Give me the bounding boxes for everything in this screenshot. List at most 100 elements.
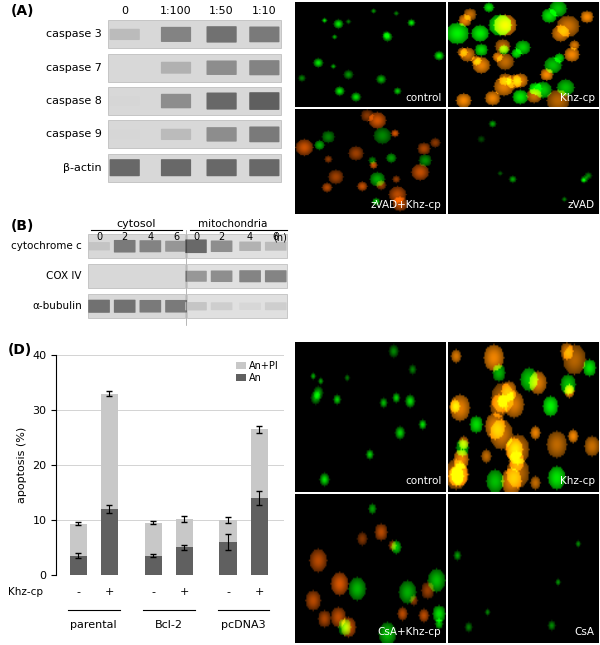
Text: 6: 6 xyxy=(272,232,279,243)
Text: 6: 6 xyxy=(173,232,179,243)
Text: 2: 2 xyxy=(218,232,225,243)
FancyBboxPatch shape xyxy=(187,294,287,318)
Text: 1:50: 1:50 xyxy=(209,6,234,17)
Text: 0: 0 xyxy=(193,232,199,243)
Text: parental: parental xyxy=(70,620,117,630)
Text: -: - xyxy=(226,586,230,597)
FancyBboxPatch shape xyxy=(165,300,187,313)
Text: (h): (h) xyxy=(273,232,287,243)
Bar xyxy=(145,555,162,575)
Text: CsA+Khz-cp: CsA+Khz-cp xyxy=(378,628,442,637)
FancyBboxPatch shape xyxy=(88,242,110,250)
FancyBboxPatch shape xyxy=(249,60,280,75)
FancyBboxPatch shape xyxy=(88,300,110,313)
Bar xyxy=(101,393,118,509)
FancyBboxPatch shape xyxy=(107,54,281,82)
Text: Khz-cp: Khz-cp xyxy=(8,586,43,597)
Text: mitochondria: mitochondria xyxy=(199,219,268,229)
FancyBboxPatch shape xyxy=(239,270,261,283)
FancyBboxPatch shape xyxy=(161,62,191,74)
Text: Khz-cp: Khz-cp xyxy=(560,476,595,486)
FancyBboxPatch shape xyxy=(165,241,187,252)
Bar xyxy=(220,542,236,575)
FancyBboxPatch shape xyxy=(110,159,140,176)
Y-axis label: apoptosis (%): apoptosis (%) xyxy=(17,427,27,503)
FancyBboxPatch shape xyxy=(114,240,136,253)
Text: cytosol: cytosol xyxy=(116,219,156,229)
FancyBboxPatch shape xyxy=(88,234,185,258)
Bar xyxy=(251,430,268,498)
FancyBboxPatch shape xyxy=(265,303,287,310)
Text: (B): (B) xyxy=(11,219,34,233)
FancyBboxPatch shape xyxy=(107,121,281,148)
FancyBboxPatch shape xyxy=(110,96,140,106)
FancyBboxPatch shape xyxy=(161,27,191,42)
FancyBboxPatch shape xyxy=(185,239,207,253)
Text: caspase 8: caspase 8 xyxy=(46,96,102,106)
Text: (D): (D) xyxy=(8,343,32,357)
Text: caspase 7: caspase 7 xyxy=(46,63,102,73)
Text: 2: 2 xyxy=(122,232,128,243)
FancyBboxPatch shape xyxy=(206,92,237,110)
Text: control: control xyxy=(405,476,442,486)
FancyBboxPatch shape xyxy=(211,270,232,282)
FancyBboxPatch shape xyxy=(265,242,287,251)
Text: (C): (C) xyxy=(301,6,324,21)
FancyBboxPatch shape xyxy=(206,61,237,75)
FancyBboxPatch shape xyxy=(107,87,281,115)
FancyBboxPatch shape xyxy=(206,159,237,176)
Text: (A): (A) xyxy=(11,5,34,18)
Text: +: + xyxy=(105,586,114,597)
FancyBboxPatch shape xyxy=(88,294,185,318)
FancyBboxPatch shape xyxy=(185,302,207,310)
Text: 1:10: 1:10 xyxy=(252,6,277,17)
Text: Bcl-2: Bcl-2 xyxy=(155,620,183,630)
FancyBboxPatch shape xyxy=(211,241,232,252)
Text: (E): (E) xyxy=(301,349,323,363)
FancyBboxPatch shape xyxy=(107,21,281,48)
Bar xyxy=(70,555,87,575)
Text: CsA: CsA xyxy=(575,628,595,637)
FancyBboxPatch shape xyxy=(107,154,281,182)
FancyBboxPatch shape xyxy=(265,270,287,283)
Text: cytochrome c: cytochrome c xyxy=(11,241,82,252)
FancyBboxPatch shape xyxy=(249,26,280,43)
Bar xyxy=(70,524,87,555)
FancyBboxPatch shape xyxy=(187,264,287,288)
FancyBboxPatch shape xyxy=(140,240,161,252)
Text: zVAD+Khz-cp: zVAD+Khz-cp xyxy=(371,200,442,210)
Text: α-bubulin: α-bubulin xyxy=(32,301,82,312)
Bar xyxy=(101,509,118,575)
Text: +: + xyxy=(179,586,189,597)
FancyBboxPatch shape xyxy=(110,29,140,40)
Text: β-actin: β-actin xyxy=(63,163,102,173)
FancyBboxPatch shape xyxy=(161,129,191,140)
FancyBboxPatch shape xyxy=(110,130,140,139)
Text: COX IV: COX IV xyxy=(46,272,82,281)
Text: 4: 4 xyxy=(147,232,154,243)
FancyBboxPatch shape xyxy=(239,241,261,251)
Legend: An+PI, An: An+PI, An xyxy=(235,360,280,384)
FancyBboxPatch shape xyxy=(161,94,191,108)
FancyBboxPatch shape xyxy=(140,300,161,313)
Text: -: - xyxy=(76,586,80,597)
FancyBboxPatch shape xyxy=(239,303,261,310)
FancyBboxPatch shape xyxy=(88,264,185,288)
Bar xyxy=(176,548,193,575)
FancyBboxPatch shape xyxy=(161,159,191,176)
FancyBboxPatch shape xyxy=(114,300,136,313)
Text: -: - xyxy=(151,586,155,597)
Bar xyxy=(176,519,193,548)
Text: 0: 0 xyxy=(96,232,102,243)
Text: Khz-cp: Khz-cp xyxy=(560,93,595,103)
FancyBboxPatch shape xyxy=(206,26,237,43)
Text: caspase 9: caspase 9 xyxy=(46,130,102,139)
FancyBboxPatch shape xyxy=(187,234,287,258)
Text: 1:100: 1:100 xyxy=(160,6,192,17)
Text: pcDNA3: pcDNA3 xyxy=(221,620,266,630)
Text: 4: 4 xyxy=(247,232,253,243)
FancyBboxPatch shape xyxy=(185,271,207,282)
Text: control: control xyxy=(405,93,442,103)
FancyBboxPatch shape xyxy=(249,159,280,176)
Text: 0: 0 xyxy=(121,6,128,17)
